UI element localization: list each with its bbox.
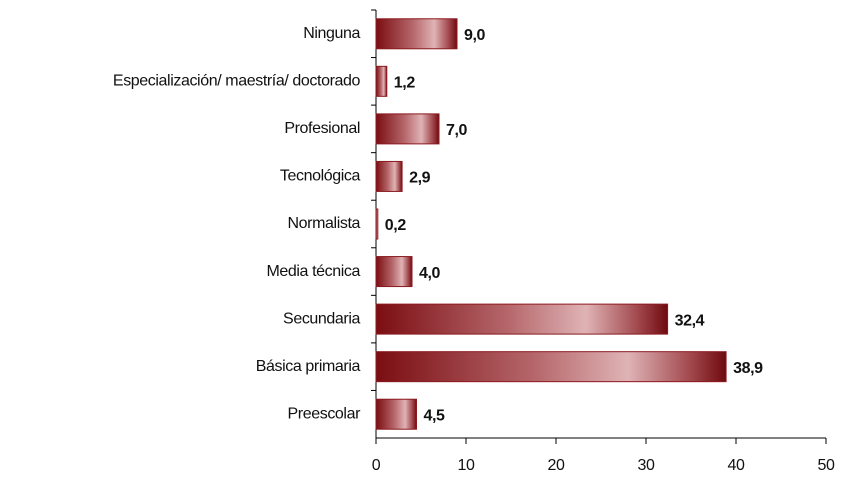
x-tick-label: 20 bbox=[548, 457, 565, 474]
y-tick-label: Media técnica bbox=[266, 263, 360, 280]
y-tick-label: Básica primaria bbox=[256, 358, 361, 375]
bar bbox=[375, 160, 403, 192]
bar bbox=[375, 65, 388, 97]
value-label: 7,0 bbox=[446, 122, 468, 139]
y-tick-label: Especialización/ maestría/ doctorado bbox=[113, 73, 361, 90]
y-tick-label: Profesional bbox=[284, 120, 360, 137]
value-label: 9,0 bbox=[464, 27, 486, 44]
bar bbox=[375, 18, 458, 50]
bar bbox=[375, 256, 413, 288]
x-tick-label: 10 bbox=[458, 457, 475, 474]
value-label: 38,9 bbox=[733, 360, 763, 377]
y-tick-label: Tecnológica bbox=[280, 168, 361, 185]
bar bbox=[375, 351, 727, 383]
value-label: 2,9 bbox=[409, 170, 431, 187]
value-label: 1,2 bbox=[394, 75, 416, 92]
bar bbox=[375, 398, 417, 430]
y-tick-label: Preescolar bbox=[288, 405, 362, 422]
y-tick-label: Secundaria bbox=[283, 310, 360, 327]
bar bbox=[375, 113, 440, 145]
x-tick-label: 30 bbox=[638, 457, 655, 474]
y-tick-label: Normalista bbox=[288, 215, 361, 232]
y-tick-label: Ninguna bbox=[303, 25, 360, 42]
value-label: 32,4 bbox=[675, 312, 705, 329]
value-label: 4,5 bbox=[424, 407, 446, 424]
value-label: 0,2 bbox=[385, 217, 407, 234]
x-tick-label: 50 bbox=[818, 457, 835, 474]
x-tick-label: 40 bbox=[728, 457, 745, 474]
value-label: 4,0 bbox=[419, 265, 441, 282]
x-tick-label: 0 bbox=[372, 457, 381, 474]
bar bbox=[375, 303, 669, 335]
bar bbox=[375, 208, 379, 240]
